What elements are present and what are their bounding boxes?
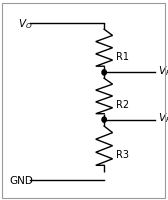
Circle shape bbox=[102, 70, 106, 76]
Circle shape bbox=[102, 117, 106, 123]
Text: $V_R$: $V_R$ bbox=[158, 64, 168, 78]
Text: R1: R1 bbox=[116, 52, 129, 61]
Text: $V_R$: $V_R$ bbox=[158, 111, 168, 125]
Text: GND: GND bbox=[9, 175, 33, 185]
Text: R2: R2 bbox=[116, 100, 129, 109]
Text: R3: R3 bbox=[116, 149, 129, 159]
Text: $V_O$: $V_O$ bbox=[18, 17, 33, 31]
